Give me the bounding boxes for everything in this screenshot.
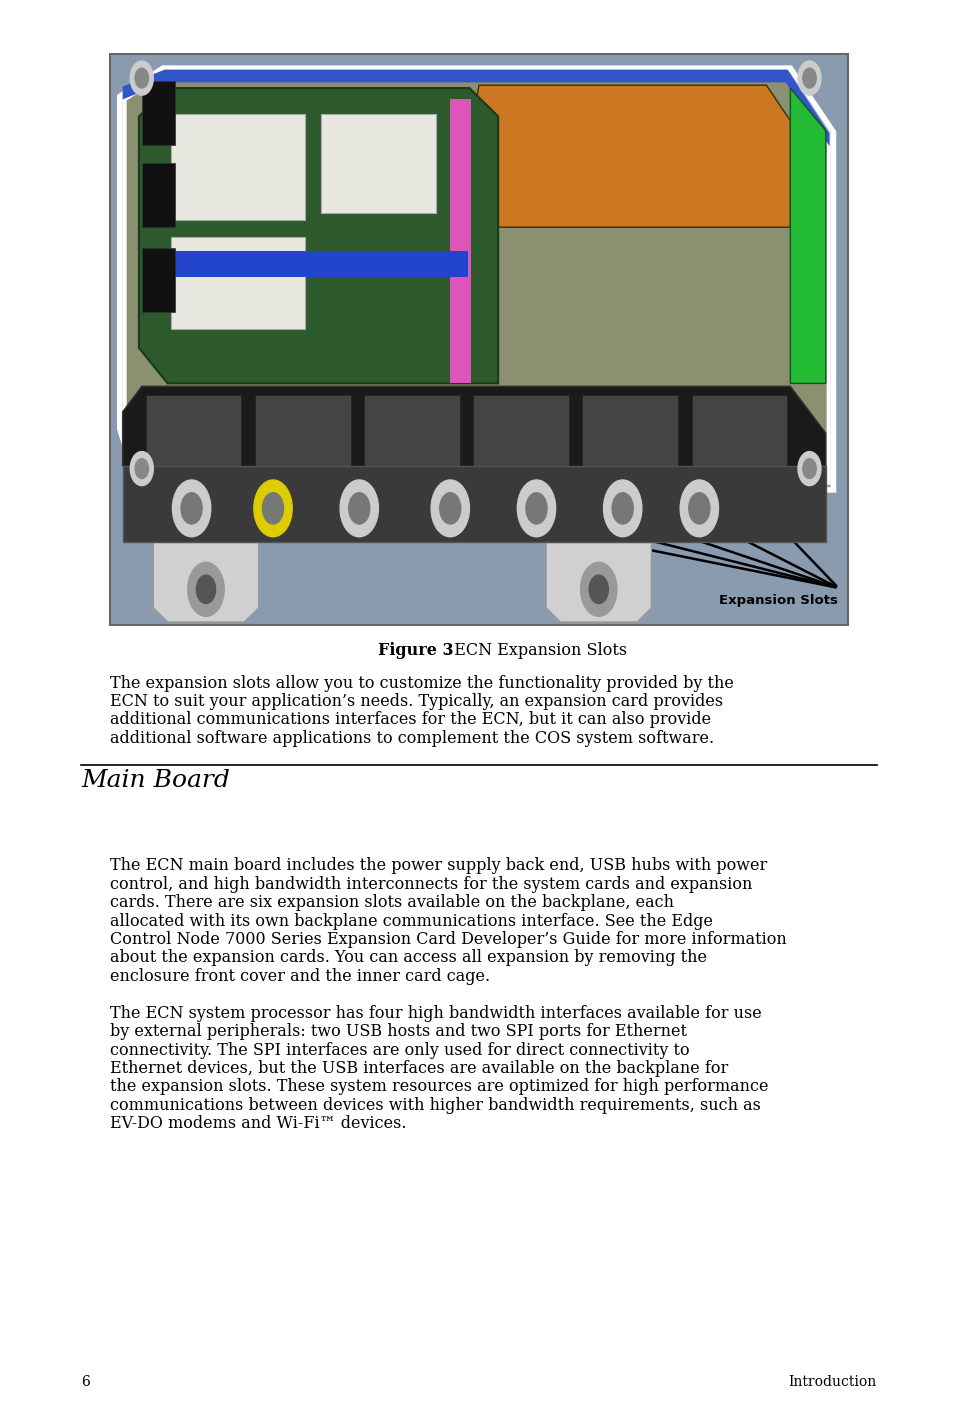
Polygon shape xyxy=(546,542,651,622)
FancyBboxPatch shape xyxy=(171,237,305,329)
FancyBboxPatch shape xyxy=(321,114,436,213)
Text: about the expansion cards. You can access all expansion by removing the: about the expansion cards. You can acces… xyxy=(110,950,707,967)
Circle shape xyxy=(431,480,469,537)
Circle shape xyxy=(803,459,816,479)
Circle shape xyxy=(181,493,202,524)
Bar xyxy=(142,248,175,312)
Circle shape xyxy=(188,562,224,616)
Polygon shape xyxy=(460,85,790,227)
Text: Expansion Slots: Expansion Slots xyxy=(719,594,838,606)
Circle shape xyxy=(798,452,821,486)
Text: cards. There are six expansion slots available on the backplane, each: cards. There are six expansion slots ava… xyxy=(110,895,674,912)
Text: by external peripherals: two USB hosts and two SPI ports for Ethernet: by external peripherals: two USB hosts a… xyxy=(110,1022,687,1039)
Text: The ECN system processor has four high bandwidth interfaces available for use: The ECN system processor has four high b… xyxy=(110,1005,762,1022)
Circle shape xyxy=(196,575,216,604)
Circle shape xyxy=(130,452,153,486)
Bar xyxy=(146,395,241,480)
Polygon shape xyxy=(790,88,826,383)
Text: 6: 6 xyxy=(81,1375,90,1389)
Bar xyxy=(142,81,175,145)
Circle shape xyxy=(440,493,461,524)
Circle shape xyxy=(589,575,608,604)
Circle shape xyxy=(340,480,378,537)
Text: The ECN main board includes the power supply back end, USB hubs with power: The ECN main board includes the power su… xyxy=(110,858,767,875)
Bar xyxy=(142,251,468,277)
Text: control, and high bandwidth interconnects for the system cards and expansion: control, and high bandwidth interconnect… xyxy=(110,876,753,893)
Circle shape xyxy=(130,61,153,95)
Text: Ethernet devices, but the USB interfaces are available on the backplane for: Ethernet devices, but the USB interfaces… xyxy=(110,1059,728,1076)
Circle shape xyxy=(798,61,821,95)
Text: communications between devices with higher bandwidth requirements, such as: communications between devices with high… xyxy=(110,1096,761,1113)
Circle shape xyxy=(254,480,292,537)
Circle shape xyxy=(135,459,148,479)
Circle shape xyxy=(612,493,633,524)
Circle shape xyxy=(262,493,284,524)
Text: enclosure front cover and the inner card cage.: enclosure front cover and the inner card… xyxy=(110,968,490,985)
Text: Control Node 7000 Series Expansion Card Developer’s Guide for more information: Control Node 7000 Series Expansion Card … xyxy=(110,932,787,949)
FancyBboxPatch shape xyxy=(171,114,305,220)
Text: additional communications interfaces for the ECN, but it can also provide: additional communications interfaces for… xyxy=(110,711,711,728)
Text: additional software applications to complement the COS system software.: additional software applications to comp… xyxy=(110,730,715,747)
Circle shape xyxy=(803,68,816,88)
Text: connectivity. The SPI interfaces are only used for direct connectivity to: connectivity. The SPI interfaces are onl… xyxy=(110,1041,690,1058)
Circle shape xyxy=(135,68,148,88)
Polygon shape xyxy=(123,386,826,486)
Polygon shape xyxy=(123,70,830,146)
Circle shape xyxy=(689,493,710,524)
Bar xyxy=(692,395,787,480)
Bar xyxy=(582,395,678,480)
Bar xyxy=(364,395,460,480)
Polygon shape xyxy=(153,542,259,622)
Text: Introduction: Introduction xyxy=(788,1375,877,1389)
Polygon shape xyxy=(139,88,498,383)
Bar xyxy=(473,395,569,480)
Circle shape xyxy=(517,480,556,537)
Circle shape xyxy=(349,493,370,524)
Circle shape xyxy=(172,480,211,537)
Bar xyxy=(142,163,175,227)
Text: The expansion slots allow you to customize the functionality provided by the: The expansion slots allow you to customi… xyxy=(110,674,734,692)
Circle shape xyxy=(604,480,642,537)
Text: the expansion slots. These system resources are optimized for high performance: the expansion slots. These system resour… xyxy=(110,1078,768,1095)
Text: EV-DO modems and Wi-Fi™ devices.: EV-DO modems and Wi-Fi™ devices. xyxy=(110,1115,406,1132)
Circle shape xyxy=(526,493,547,524)
Bar xyxy=(255,395,351,480)
Polygon shape xyxy=(125,71,829,483)
Text: ECN to suit your application’s needs. Typically, an expansion card provides: ECN to suit your application’s needs. Ty… xyxy=(110,693,723,710)
Text: allocated with its own backplane communications interface. See the Edge: allocated with its own backplane communi… xyxy=(110,913,713,930)
Circle shape xyxy=(581,562,617,616)
Text: Main Board: Main Board xyxy=(81,770,230,792)
Polygon shape xyxy=(123,466,826,542)
FancyBboxPatch shape xyxy=(110,54,848,625)
Circle shape xyxy=(680,480,718,537)
Bar xyxy=(450,99,471,383)
Text: Figure 3: Figure 3 xyxy=(378,642,454,659)
Text: . ECN Expansion Slots: . ECN Expansion Slots xyxy=(444,642,627,659)
